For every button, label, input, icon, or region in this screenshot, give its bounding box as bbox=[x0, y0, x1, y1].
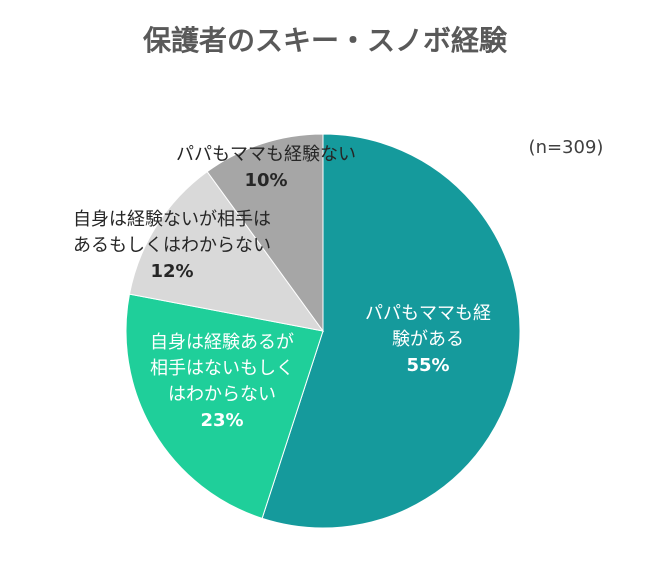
slice-label: 自身は経験ないが相手はあるもしくはわからない bbox=[73, 209, 271, 256]
slice-value-label: 55% bbox=[406, 355, 449, 376]
sample-note: (n=309) bbox=[529, 137, 604, 158]
pie-slice bbox=[206, 133, 324, 333]
slice-label: パパもママも経験がある bbox=[365, 303, 491, 350]
slice-label: パパもママも経験ない bbox=[176, 144, 356, 165]
slice-value-label: 12% bbox=[150, 261, 193, 282]
pie-slice bbox=[261, 133, 521, 529]
slice-value-label: 23% bbox=[200, 410, 243, 431]
pie-slice bbox=[125, 293, 324, 519]
slice-label: 自身は経験あるが相手はないもしくはわからない bbox=[150, 332, 294, 405]
chart-title: 保護者のスキー・スノボ経験 bbox=[143, 24, 508, 57]
slice-value-label: 10% bbox=[244, 170, 287, 191]
pie-slice bbox=[128, 170, 325, 332]
